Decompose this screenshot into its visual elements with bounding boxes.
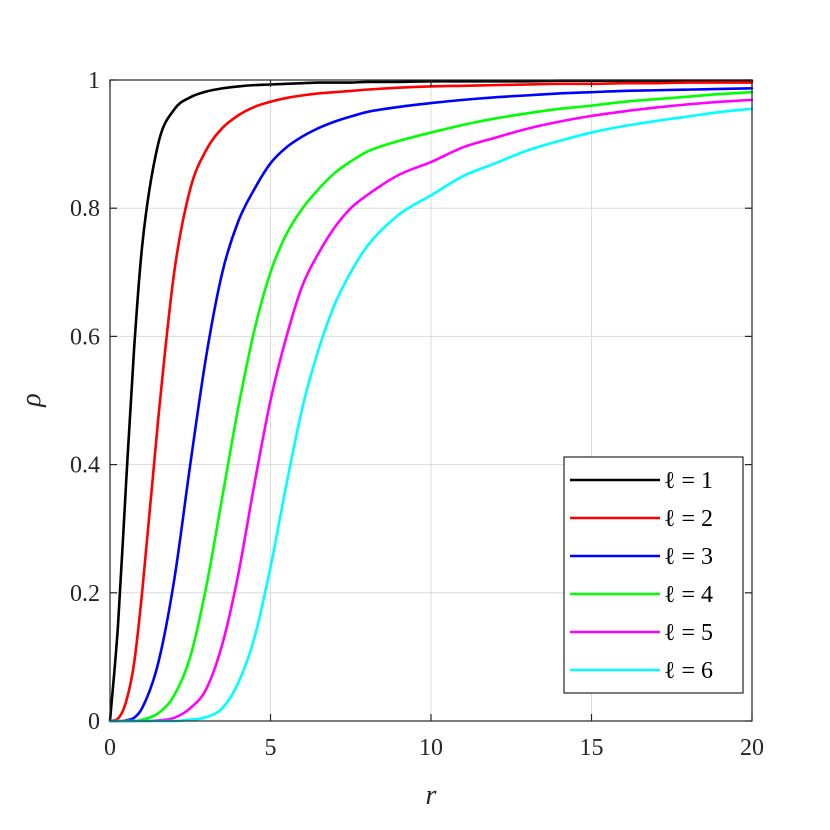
x-tick-label: 0 bbox=[104, 735, 116, 761]
legend-label: ℓ = 1 bbox=[664, 468, 713, 494]
legend-label: ℓ = 6 bbox=[664, 658, 713, 684]
x-tick-label: 15 bbox=[580, 735, 604, 761]
y-tick-label: 0.4 bbox=[70, 453, 100, 479]
x-axis-label: r bbox=[426, 780, 437, 811]
series-line-3 bbox=[108, 87, 754, 723]
x-tick-labels: 0 5 10 15 20 bbox=[104, 735, 764, 761]
legend-label: ℓ = 2 bbox=[664, 506, 713, 532]
y-tick-labels: 0 0.2 0.4 0.6 0.8 1 bbox=[70, 68, 100, 735]
grid-lines bbox=[110, 80, 752, 721]
legend-label: ℓ = 5 bbox=[664, 620, 713, 646]
legend-box bbox=[563, 456, 744, 694]
x-tick-label: 20 bbox=[740, 735, 764, 761]
legend-label: ℓ = 3 bbox=[664, 544, 713, 570]
y-axis-label: ρ bbox=[16, 393, 47, 407]
y-tick-label: 1 bbox=[88, 68, 100, 94]
y-tick-label: 0.6 bbox=[70, 324, 100, 350]
legend: ℓ = 1 ℓ = 2 ℓ = 3 ℓ = 4 ℓ = 5 ℓ = 6 bbox=[563, 456, 744, 694]
series-lines bbox=[108, 79, 754, 723]
series-line-4 bbox=[108, 90, 754, 723]
series-line-2 bbox=[108, 81, 754, 723]
axis-ticks bbox=[109, 79, 753, 722]
y-tick-label: 0.2 bbox=[70, 581, 100, 607]
series-line-1 bbox=[108, 79, 754, 723]
x-tick-label: 10 bbox=[419, 735, 443, 761]
legend-label: ℓ = 4 bbox=[664, 582, 713, 608]
y-tick-label: 0.8 bbox=[70, 196, 100, 222]
x-tick-label: 5 bbox=[265, 735, 277, 761]
y-tick-label: 0 bbox=[88, 709, 100, 735]
